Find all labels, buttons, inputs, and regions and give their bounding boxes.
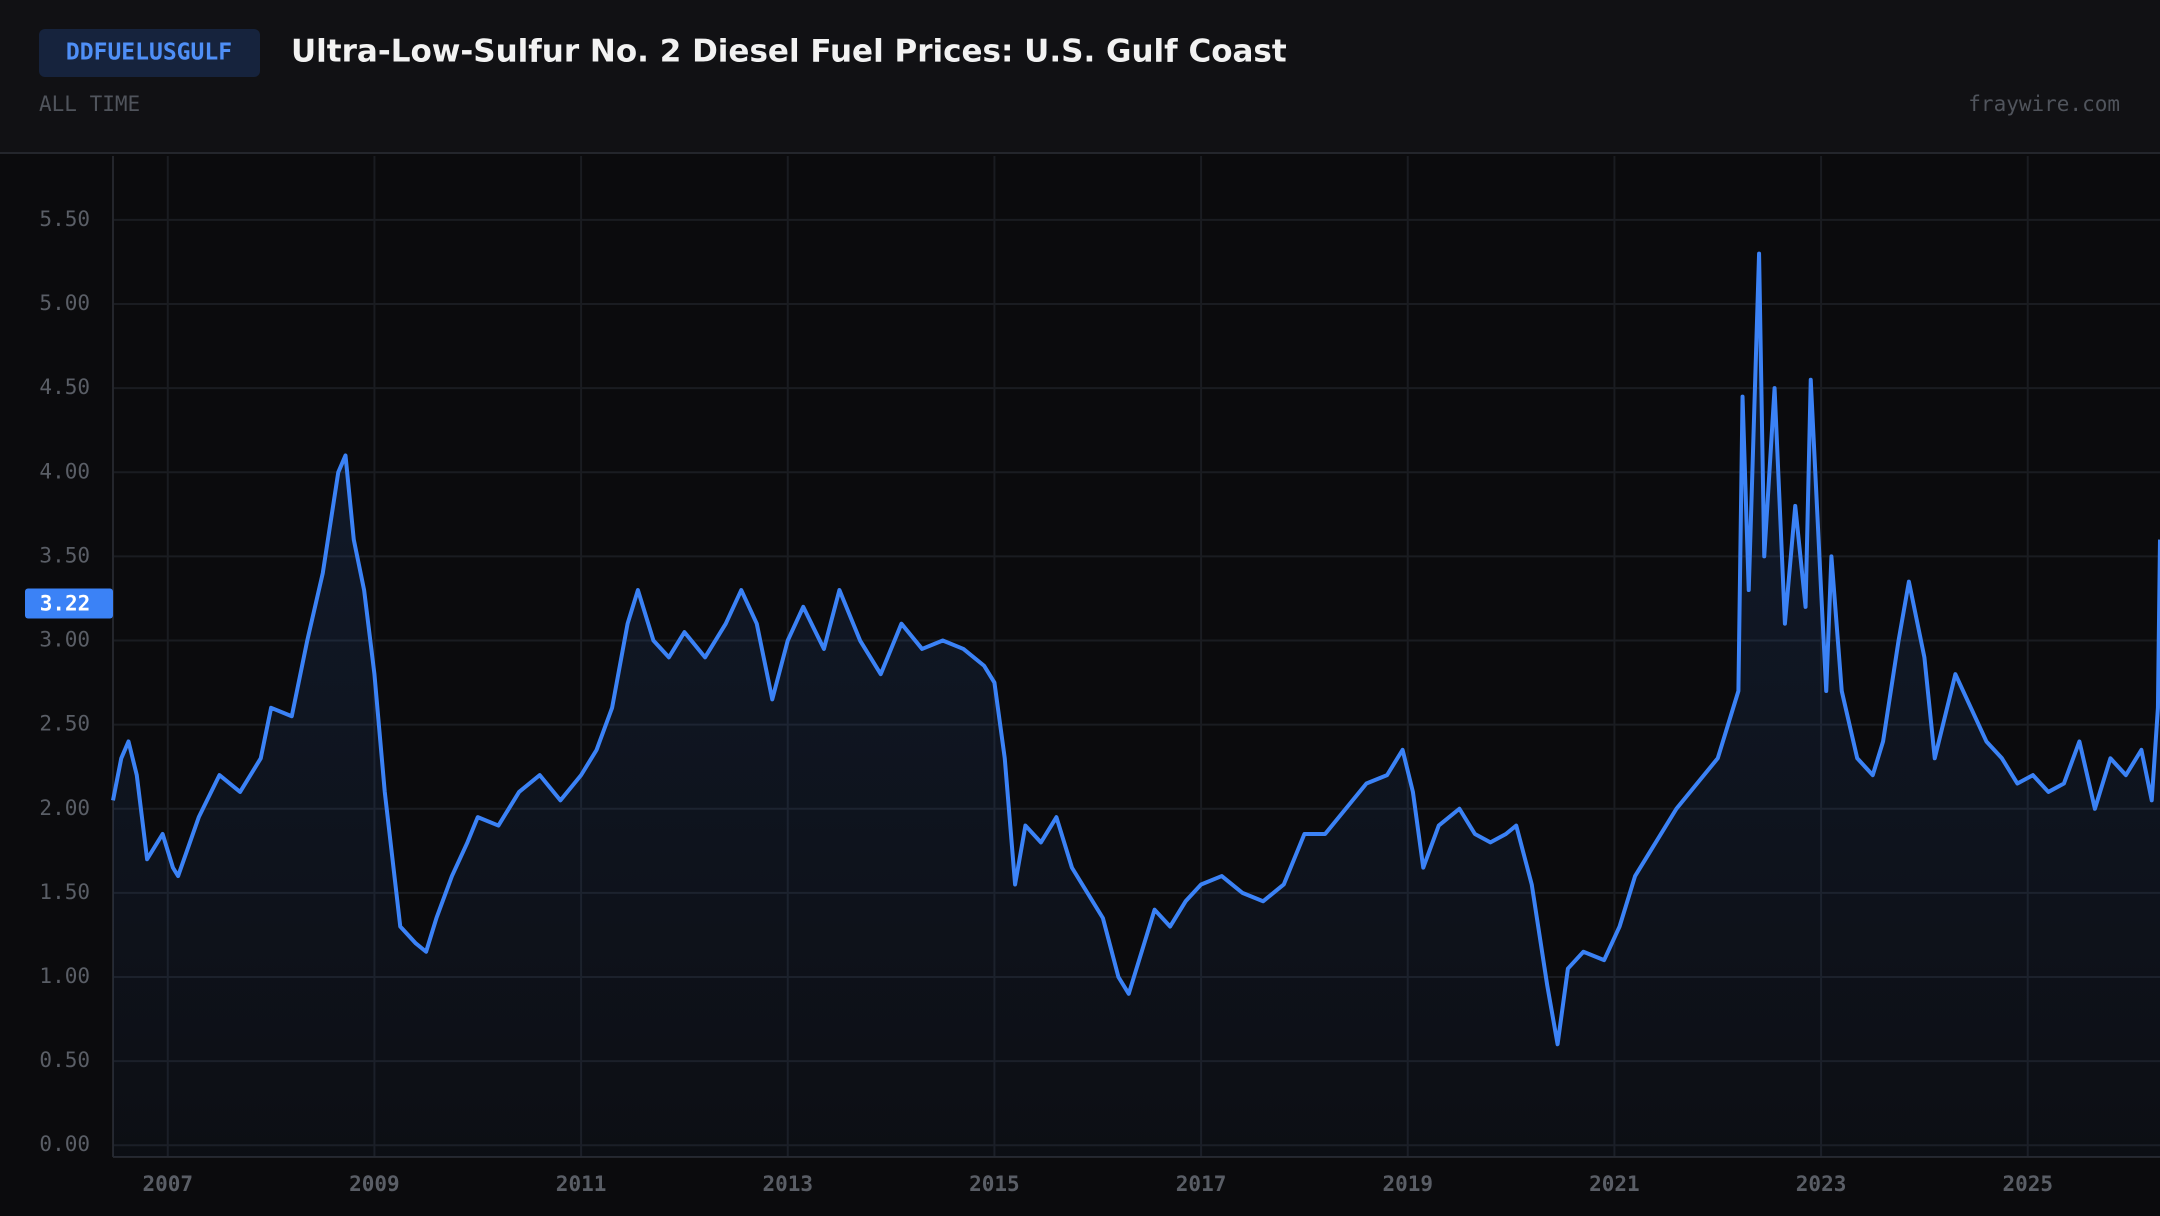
y-tick-label: 4.50 xyxy=(39,375,90,399)
y-tick-label: 2.50 xyxy=(39,712,90,736)
y-tick-label: 3.00 xyxy=(39,628,90,652)
range-label: ALL TIME xyxy=(39,92,140,116)
y-tick-label: 2.00 xyxy=(39,796,90,820)
x-tick-label: 2009 xyxy=(349,1172,400,1196)
y-tick-label: 4.00 xyxy=(39,459,90,483)
x-tick-label: 2025 xyxy=(2002,1172,2053,1196)
y-tick-label: 5.50 xyxy=(39,207,90,231)
x-tick-label: 2019 xyxy=(1382,1172,1433,1196)
y-tick-label: 1.00 xyxy=(39,964,90,988)
last-price-label: 3.22 xyxy=(40,592,91,616)
y-tick-label: 5.00 xyxy=(39,291,90,315)
x-tick-label: 2021 xyxy=(1589,1172,1640,1196)
last-price-tag xyxy=(25,588,113,619)
badge-text: DDFUELUSGULF xyxy=(66,40,232,66)
x-tick-label: 2023 xyxy=(1796,1172,1847,1196)
chart-title: Ultra-Low-Sulfur No. 2 Diesel Fuel Price… xyxy=(291,34,1287,70)
y-tick-label: 1.50 xyxy=(39,880,90,904)
y-tick-label: 0.50 xyxy=(39,1048,90,1072)
x-tick-label: 2017 xyxy=(1176,1172,1227,1196)
x-tick-label: 2007 xyxy=(142,1172,193,1196)
header xyxy=(0,0,2160,153)
x-tick-label: 2013 xyxy=(762,1172,813,1196)
y-tick-label: 3.50 xyxy=(39,543,90,567)
source: fraywire.com xyxy=(1968,92,2120,116)
y-tick-label: 0.00 xyxy=(39,1132,90,1156)
badge xyxy=(39,29,260,77)
area xyxy=(113,253,2160,1157)
price-line xyxy=(111,251,2160,1047)
x-tick-label: 2011 xyxy=(556,1172,607,1196)
x-tick-label: 2015 xyxy=(969,1172,1020,1196)
